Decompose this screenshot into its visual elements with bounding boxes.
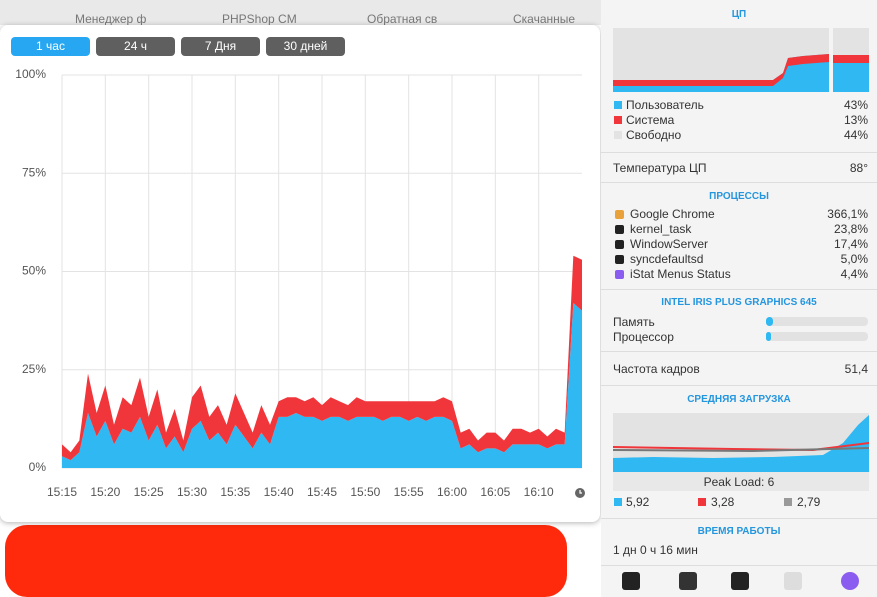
app-icon[interactable] [731,572,749,590]
section-title: ПРОЦЕССЫ [709,191,769,202]
area [62,255,582,461]
usage-bar [766,317,868,326]
legend-value: 13% [843,113,868,127]
separator [601,565,877,566]
x-tick-label: 16:05 [480,485,510,499]
istat-panel [601,0,877,597]
browser-tab[interactable]: PHPShop CM [222,12,297,26]
x-tick-label: 15:20 [90,485,120,499]
load-value: 5,92 [626,495,650,509]
process-name: kernel_task [630,222,692,236]
mini-bars [833,55,869,92]
process-name: Google Chrome [630,207,715,221]
row-label: Процессор [613,330,674,344]
range-tab[interactable]: 7 Дня [181,37,260,56]
process-value: 23,8% [833,222,868,236]
row-label: Частота кадров [613,362,700,376]
mini-bars [833,55,869,63]
legend-value: 43% [843,98,868,112]
row-label: Температура ЦП [613,161,707,175]
legend-label: Пользователь [626,98,704,112]
x-tick-label: 15:50 [350,485,380,499]
row-label: Память [613,315,655,329]
x-tick-label: 15:30 [177,485,207,499]
y-tick-label: 25% [22,362,46,376]
process-value: 5,0% [840,252,868,266]
redaction [5,525,567,597]
browser-tab[interactable]: Обратная св [367,12,438,26]
x-tick-label: 15:25 [134,485,164,499]
separator [601,518,877,519]
cpu-mini-chart [613,28,869,92]
process-value: 366,1% [827,207,868,221]
legend-swatch [784,498,792,506]
process-name: syncdefaultsd [630,252,704,266]
peak-load: Peak Load: 6 [703,475,775,489]
app-icon[interactable] [679,572,697,590]
legend-label: Свободно [626,128,682,142]
section-title: ЦП [731,9,747,20]
separator [601,289,877,290]
app-icon[interactable] [784,572,802,590]
section-title: INTEL IRIS PLUS GRAPHICS 645 [661,297,817,308]
row-value: 88° [849,161,868,175]
clock-hands [579,490,582,494]
y-tick-label: 0% [29,460,47,474]
legend-label: Система [626,113,675,127]
separator [601,351,877,352]
mini-line [613,447,869,453]
x-tick-label: 15:35 [220,485,250,499]
browser-tab[interactable]: Скачанные [513,12,576,26]
load-value: 2,79 [797,495,821,509]
legend-swatch [614,131,622,139]
range-tab[interactable]: 30 дней [266,37,345,56]
x-tick-label: 15:45 [307,485,337,499]
process-icon [615,240,624,249]
app-icon[interactable] [841,572,859,590]
process-value: 17,4% [833,237,868,251]
range-tab[interactable]: 24 ч [96,37,175,56]
x-tick-label: 15:15 [47,485,77,499]
history-popup: 1 час 24 ч 7 Дня 30 дней 0% 25% 50% 75% 100%… [0,25,600,522]
process-icon [615,225,624,234]
legend-swatch [614,101,622,109]
app-icon[interactable] [622,572,640,590]
browser-tab[interactable]: Менеджер ф [75,12,147,26]
x-tick-label: 15:55 [394,485,424,499]
cpu-history-chart: 0% 25% 50% 75% 100% 15:15 15:20 15:25 15:30 15:35… [15,67,585,499]
process-icon [615,255,624,264]
usage-bar [766,332,868,341]
row-value: 51,4 [844,362,868,376]
load-mini-chart [613,413,869,491]
section-title: СРЕДНЯЯ ЗАГРУЗКА [687,394,791,405]
mini-area [613,415,869,472]
x-tick-label: 16:00 [437,485,467,499]
legend-value: 44% [843,128,868,142]
process-name: WindowServer [630,237,709,251]
x-tick-label: 16:10 [524,485,554,499]
process-value: 4,4% [840,267,868,281]
uptime-value: 1 дн 0 ч 16 мин [613,543,698,557]
section-title: ВРЕМЯ РАБОТЫ [697,526,781,537]
process-icon [615,270,624,279]
mini-area [613,54,829,86]
mini-footer [613,472,869,491]
legend-swatch [614,116,622,124]
separator [601,385,877,386]
process-name: iStat Menus Status [630,267,731,281]
range-tab[interactable]: 1 час [11,37,90,56]
legend-swatch [698,498,706,506]
area [62,302,582,468]
y-tick-label: 50% [22,264,46,278]
y-tick-label: 75% [22,165,46,179]
process-icon [615,210,624,219]
y-tick-label: 100% [15,67,46,81]
load-value: 3,28 [711,495,735,509]
separator [601,152,877,153]
legend-swatch [614,498,622,506]
x-tick-label: 15:40 [264,485,294,499]
separator [601,182,877,183]
